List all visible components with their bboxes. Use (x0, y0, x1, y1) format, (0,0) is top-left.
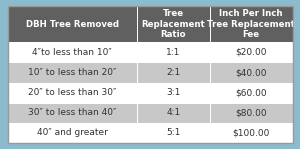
Bar (137, 6, 210, 42)
Text: $40.00: $40.00 (236, 68, 267, 77)
Bar (8, 103, 137, 123)
Bar (8, 83, 137, 103)
Text: $60.00: $60.00 (236, 88, 267, 97)
Text: 3:1: 3:1 (166, 88, 181, 97)
Bar (8, 6, 137, 42)
Bar (210, 123, 292, 143)
Bar (210, 42, 292, 62)
Text: 1:1: 1:1 (166, 48, 181, 57)
Bar (137, 103, 210, 123)
Bar (8, 123, 137, 143)
Bar (210, 83, 292, 103)
Text: 4″to less than 10″: 4″to less than 10″ (32, 48, 112, 57)
Text: $20.00: $20.00 (236, 48, 267, 57)
Text: Tree
Replacement
Ratio: Tree Replacement Ratio (142, 9, 206, 39)
Text: 30″ to less than 40″: 30″ to less than 40″ (28, 108, 116, 117)
Bar (137, 42, 210, 62)
Text: 10″ to less than 20″: 10″ to less than 20″ (28, 68, 116, 77)
Bar (137, 123, 210, 143)
Bar (137, 62, 210, 83)
Text: 5:1: 5:1 (166, 128, 181, 138)
Text: Inch Per Inch
Tree Replacement
Fee: Inch Per Inch Tree Replacement Fee (207, 9, 295, 39)
Bar (210, 103, 292, 123)
Text: $100.00: $100.00 (232, 128, 270, 138)
Text: $80.00: $80.00 (236, 108, 267, 117)
Bar (137, 83, 210, 103)
Bar (8, 62, 137, 83)
Text: 2:1: 2:1 (167, 68, 181, 77)
Text: DBH Tree Removed: DBH Tree Removed (26, 20, 119, 29)
Bar (8, 42, 137, 62)
Bar (210, 6, 292, 42)
Text: 40″ and greater: 40″ and greater (37, 128, 108, 138)
Text: 20″ to less than 30″: 20″ to less than 30″ (28, 88, 116, 97)
Text: 4:1: 4:1 (167, 108, 181, 117)
Bar (210, 62, 292, 83)
